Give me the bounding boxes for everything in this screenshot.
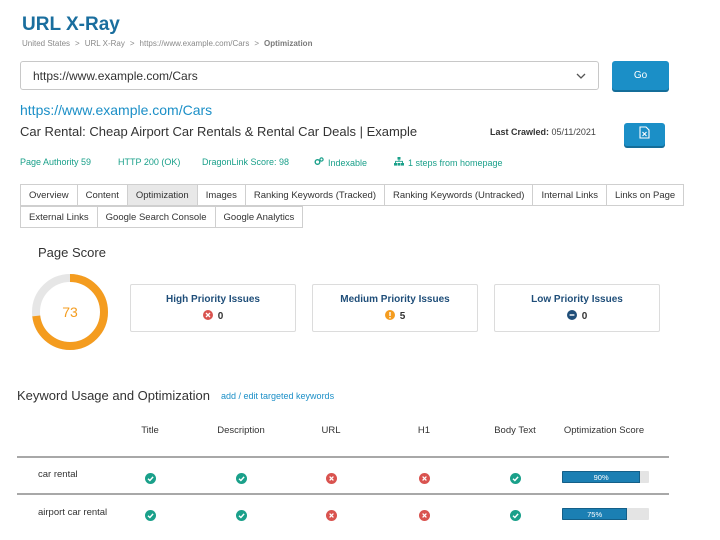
column-header-title: Title [141,425,159,436]
url-select[interactable]: https://www.example.com/Cars [20,61,599,90]
tab-google-search-console[interactable]: Google Search Console [96,206,216,228]
steps-from-homepage-metric: 1 steps from homepage [394,157,503,168]
column-header-description: Description [217,425,265,436]
page-html-title: Car Rental: Cheap Airport Car Rentals & … [20,124,418,139]
page-score-heading: Page Score [38,245,106,260]
x-circle-icon [326,471,337,484]
indexable-metric: Indexable [314,157,367,168]
optimization-score-bar: 90% [562,471,649,483]
keyword-name: airport car rental [38,507,108,518]
go-button[interactable]: Go [612,61,669,90]
export-excel-button[interactable] [624,123,665,146]
x-circle-icon [419,508,430,521]
issue-count: 0 [202,309,223,323]
check-circle-icon [236,471,247,484]
tab-optimization[interactable]: Optimization [126,184,198,206]
issue-label: High Priority Issues [166,293,260,305]
tabs-row-2: External Links Google Search Console Goo… [20,206,304,228]
breadcrumb-item-country[interactable]: United States [22,39,71,48]
x-circle-icon [326,508,337,521]
optimization-score-bar: 75% [562,508,649,520]
last-crawled: Last Crawled: 05/11/2021 [490,127,596,137]
keyword-name: car rental [38,469,78,480]
tab-google-analytics[interactable]: Google Analytics [214,206,304,228]
sitemap-icon [394,157,404,168]
breadcrumb-separator: > [254,39,260,48]
issue-label: Low Priority Issues [531,293,623,305]
breadcrumb: United States > URL X-Ray > https://www.exam… [22,39,312,48]
last-crawled-label: Last Crawled: [490,127,550,137]
donut-progress [32,274,108,350]
page-url-link[interactable]: https://www.example.com/Cars [20,102,213,118]
last-crawled-date: 05/11/2021 [551,127,596,137]
optimization-score-fill: 75% [562,508,628,520]
keyword-usage-heading: Keyword Usage and Optimization [17,388,210,403]
column-header-optimization-score: Optimization Score [563,425,645,436]
check-circle-icon [145,508,156,521]
medium-priority-issues-card[interactable]: Medium Priority Issues 5 [312,284,478,332]
breadcrumb-item-tool[interactable]: URL X-Ray [84,39,125,48]
minus-circle-icon [566,309,577,323]
url-select-value: https://www.example.com/Cars [33,68,198,83]
tab-images[interactable]: Images [196,184,246,206]
page-score-value: 73 [62,304,78,320]
dragonlink-score-metric: DragonLink Score: 98 [202,157,290,167]
tab-links-on-page[interactable]: Links on Page [605,184,685,206]
column-header-h1: H1 [417,425,431,436]
check-circle-icon [145,471,156,484]
tab-ranking-keywords-untracked[interactable]: Ranking Keywords (Untracked) [383,184,534,206]
column-header-url: URL [321,425,341,436]
check-circle-icon [510,471,521,484]
check-circle-icon [236,508,247,521]
x-circle-icon [202,309,213,323]
excel-file-icon [639,125,650,144]
page-title: URL X-Ray [22,14,120,35]
check-circle-icon [510,508,521,521]
breadcrumb-item-url[interactable]: https://www.example.com/Cars [139,39,250,48]
tab-overview[interactable]: Overview [20,184,78,206]
optimization-score-fill: 90% [562,471,641,483]
edit-targeted-keywords-link[interactable]: add / edit targeted keywords [221,391,335,401]
http-status-metric: HTTP 200 (OK) [118,157,181,167]
gears-icon [314,157,324,168]
issue-label: Medium Priority Issues [340,293,450,305]
tabs-row-1: Overview Content Optimization Images Ran… [20,184,685,206]
breadcrumb-separator: > [129,39,135,48]
tab-content[interactable]: Content [76,184,128,206]
page-authority-metric: Page Authority 59 [20,157,92,167]
low-priority-issues-card[interactable]: Low Priority Issues 0 [494,284,660,332]
tab-internal-links[interactable]: Internal Links [532,184,607,206]
chevron-down-icon [576,71,586,81]
table-divider [17,493,669,495]
column-header-body-text: Body Text [494,425,536,436]
breadcrumb-item-current: Optimization [264,39,313,48]
issue-count: 0 [566,309,587,323]
tab-ranking-keywords-tracked[interactable]: Ranking Keywords (Tracked) [244,184,385,206]
issue-count: 5 [384,309,405,323]
tab-external-links[interactable]: External Links [20,206,98,228]
table-divider [17,456,669,458]
breadcrumb-separator: > [75,39,80,48]
page-score-donut [32,274,108,350]
high-priority-issues-card[interactable]: High Priority Issues 0 [130,284,296,332]
exclamation-circle-icon [384,309,395,323]
x-circle-icon [419,471,430,484]
